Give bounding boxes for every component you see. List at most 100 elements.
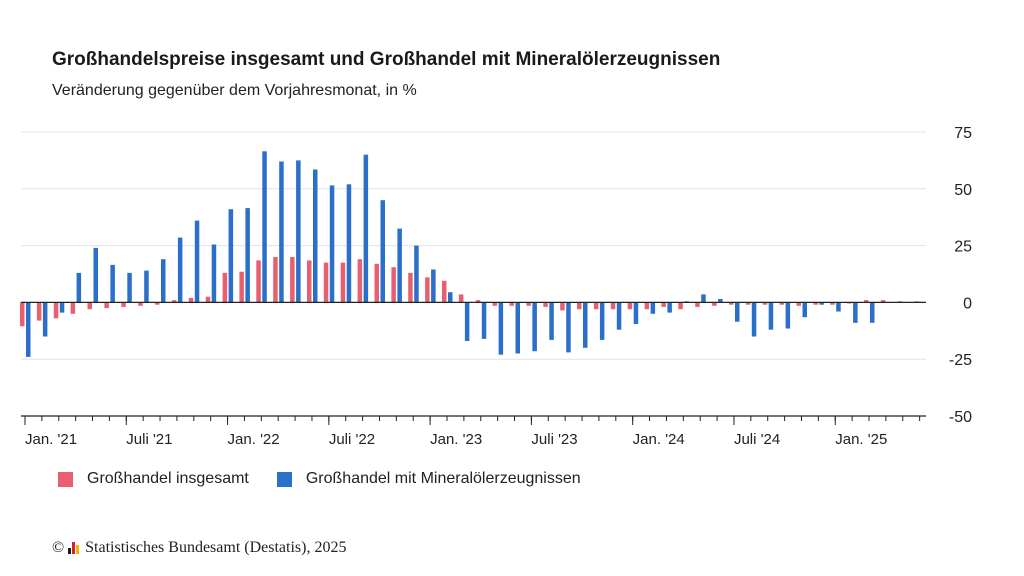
bar-grosshandel-insgesamt [391,267,396,303]
bar-grosshandel-insgesamt [729,302,734,305]
legend-label-series2: Großhandel mit Mineralölerzeugnissen [305,470,581,487]
bar-mineraloel [498,302,504,355]
bar-grosshandel-insgesamt [340,262,346,303]
bar-mineraloel [515,302,520,354]
x-tick-label: Jan. '22 [228,431,280,448]
y-tick-label: -50 [949,409,972,426]
bar-grosshandel-insgesamt [509,302,514,306]
bar-grosshandel-insgesamt [644,302,650,310]
bar-mineraloel [380,200,385,303]
bar-mineraloel [211,244,217,303]
bar-grosshandel-insgesamt [290,257,295,303]
bar-grosshandel-insgesamt [205,296,211,303]
bar-mineraloel [144,270,149,303]
source-note: © Statistisches Bundesamt (Destatis), 20… [52,539,346,557]
bar-mineraloel [599,302,605,340]
bar-mineraloel [194,220,200,303]
bar-grosshandel-insgesamt [830,302,835,305]
x-tick-label: Juli '24 [734,431,780,448]
bar-mineraloel [431,269,436,303]
x-tick-label: Jan. '25 [835,431,887,448]
y-tick-label: 50 [954,182,972,199]
destatis-logo-icon [68,542,80,554]
bar-grosshandel-insgesamt [796,302,801,306]
legend-swatch-series1 [58,471,73,487]
bar-mineraloel [177,237,183,303]
legend: Großhandel insgesamt Großhandel mit Mine… [58,470,609,488]
bar-mineraloel [836,302,841,312]
bar-grosshandel-insgesamt [475,300,481,303]
x-tick-label: Juli '22 [329,431,375,448]
bar-grosshandel-insgesamt [20,302,25,327]
y-tick-label: 0 [963,295,972,312]
bar-grosshandel-insgesamt [155,302,160,305]
bar-mineraloel [633,302,639,324]
chart-subtitle: Veränderung gegenüber dem Vorjahresmonat… [52,82,417,99]
bar-mineraloel [667,302,672,313]
bar-grosshandel-insgesamt [678,302,683,310]
bar-mineraloel [751,302,757,337]
bar-grosshandel-insgesamt [543,302,548,307]
bar-mineraloel [26,302,31,357]
bar-mineraloel [245,208,250,303]
bar-mineraloel [363,154,369,303]
bar-mineraloel [313,169,318,303]
bar-grosshandel-insgesamt [627,302,633,310]
bar-mineraloel [768,302,774,330]
bar-mineraloel [464,302,470,341]
bar-grosshandel-insgesamt [593,302,599,310]
bar-grosshandel-insgesamt [864,300,869,303]
y-tick-label: -25 [949,352,972,369]
bar-grosshandel-insgesamt [171,300,177,303]
bar-mineraloel [819,302,824,305]
chart-title: Großhandelspreise insgesamt und Großhand… [52,49,721,70]
bar-mineraloel [329,185,335,303]
bar-mineraloel [262,151,267,303]
legend-item-series1[interactable]: Großhandel insgesamt [58,470,249,488]
legend-item-series2[interactable]: Großhandel mit Mineralölerzeugnissen [276,470,581,488]
bar-grosshandel-insgesamt [661,302,666,307]
source-text: Statistisches Bundesamt (Destatis), 2025 [85,539,347,556]
bar-grosshandel-insgesamt [307,260,312,303]
y-tick-label: 25 [954,239,972,256]
bar-grosshandel-insgesamt [779,302,785,305]
bar-grosshandel-insgesamt [442,280,447,303]
bar-mineraloel [42,302,48,337]
bar-grosshandel-insgesamt [880,300,886,303]
bar-grosshandel-insgesamt [577,302,582,310]
bar-mineraloel [93,247,98,303]
bar-grosshandel-insgesamt [813,302,818,305]
bar-grosshandel-insgesamt [610,302,616,310]
bar-mineraloel [279,161,284,303]
bar-grosshandel-insgesamt [745,302,751,305]
bar-grosshandel-insgesamt [53,302,59,319]
x-tick-label: Jan. '23 [430,431,482,448]
bar-grosshandel-insgesamt [695,302,700,307]
copyright-symbol: © [52,539,65,556]
bar-grosshandel-insgesamt [256,260,261,303]
bar-grosshandel-insgesamt [492,302,498,306]
bar-grosshandel-insgesamt [762,302,768,305]
bar-grosshandel-insgesamt [357,259,363,303]
bar-grosshandel-insgesamt [458,294,464,303]
bar-mineraloel [785,302,791,329]
bar-grosshandel-insgesamt [425,277,430,303]
bar-mineraloel [870,302,875,323]
bar-mineraloel [397,228,402,303]
bar-mineraloel [448,292,453,303]
y-tick-label: 75 [954,125,972,142]
bar-mineraloel [346,184,352,303]
x-tick-label: Juli '23 [531,431,577,448]
legend-label-series1: Großhandel insgesamt [87,470,249,487]
x-tick-label: Juli '21 [126,431,172,448]
bar-mineraloel [76,272,82,303]
bar-mineraloel [853,302,858,323]
bar-mineraloel [414,245,419,303]
bar-grosshandel-insgesamt [526,302,531,306]
bar-mineraloel [566,302,571,353]
bar-grosshandel-insgesamt [70,302,76,314]
bar-grosshandel-insgesamt [560,302,565,311]
bar-mineraloel [650,302,656,314]
bar-grosshandel-insgesamt [239,271,244,303]
